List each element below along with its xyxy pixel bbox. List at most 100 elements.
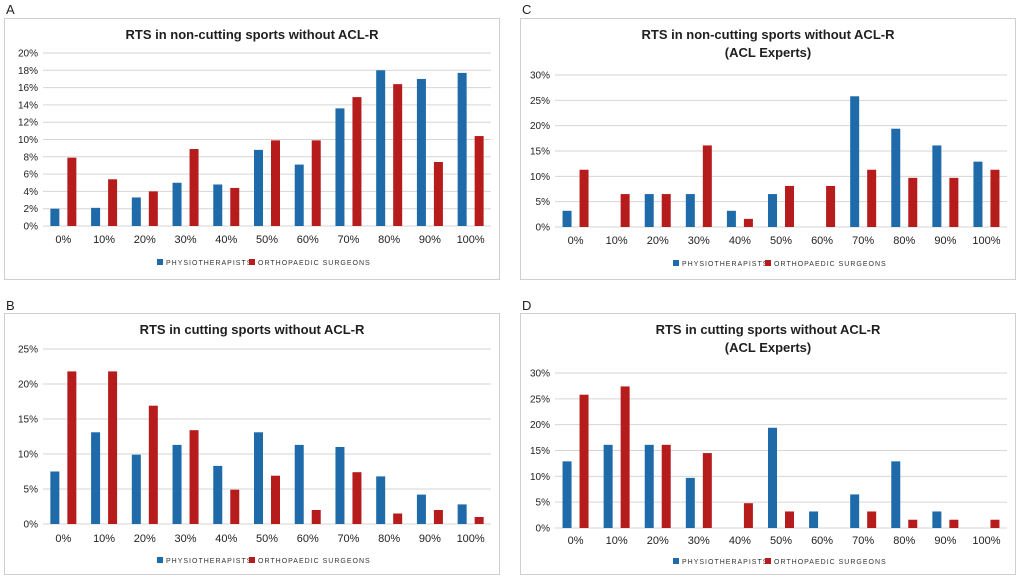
bar-orthopaedic-surgeons (271, 140, 280, 226)
y-tick-label: 4% (24, 187, 39, 198)
bar-orthopaedic-surgeons (189, 430, 199, 524)
legend-label-physiotherapists: PHYSIOTHERAPISTS (166, 558, 252, 565)
bar-orthopaedic-surgeons (661, 444, 671, 528)
bar-physiotherapists (726, 210, 736, 227)
chart-title: (ACL Experts) (725, 45, 811, 60)
bar-physiotherapists (254, 149, 263, 226)
y-tick-label: 15% (530, 147, 550, 158)
bar-orthopaedic-surgeons (148, 191, 158, 226)
y-tick-label: 25% (530, 394, 550, 405)
x-tick-label: 0% (568, 235, 584, 247)
chart-title: (ACL Experts) (725, 340, 811, 355)
bar-physiotherapists (335, 108, 345, 226)
x-tick-label: 90% (934, 535, 956, 547)
legend-swatch-orthopaedic-surgeons (249, 259, 255, 265)
bar-orthopaedic-surgeons (908, 177, 918, 227)
x-tick-label: 70% (852, 535, 874, 547)
bar-orthopaedic-surgeons (743, 218, 753, 227)
x-tick-label: 10% (93, 234, 115, 246)
bar-physiotherapists (562, 461, 572, 528)
chart-svg: RTS in non-cutting sports without ACL-R (… (530, 27, 1007, 268)
bar-physiotherapists (416, 494, 426, 524)
x-tick-label: 100% (972, 535, 1000, 547)
x-tick-label: 100% (457, 234, 485, 246)
x-tick-label: 100% (972, 235, 1000, 247)
x-tick-label: 80% (378, 533, 400, 545)
bar-physiotherapists (50, 471, 60, 524)
y-tick-label: 25% (530, 96, 550, 107)
y-tick-label: 14% (18, 100, 38, 111)
x-tick-label: 40% (215, 533, 237, 545)
x-tick-label: 20% (647, 235, 669, 247)
bar-orthopaedic-surgeons (311, 140, 321, 226)
bar-orthopaedic-surgeons (990, 519, 1000, 528)
bar-orthopaedic-surgeons (867, 169, 877, 227)
bar-orthopaedic-surgeons (311, 510, 321, 524)
x-tick-label: 40% (729, 235, 751, 247)
bar-physiotherapists (644, 444, 654, 528)
chart-panel-a: RTS in non-cutting sports without ACL-R 0… (4, 18, 500, 280)
x-tick-label: 10% (93, 533, 115, 545)
x-tick-label: 0% (55, 533, 71, 545)
bar-physiotherapists (213, 184, 223, 226)
legend-label-orthopaedic-surgeons: ORTHOPAEDIC SURGEONS (258, 260, 371, 267)
bar-physiotherapists (294, 164, 304, 226)
x-tick-label: 80% (893, 535, 915, 547)
y-tick-label: 10% (530, 172, 550, 183)
y-tick-label: 15% (530, 446, 550, 457)
y-tick-label: 30% (530, 369, 550, 380)
bar-orthopaedic-surgeons (908, 519, 918, 528)
bar-orthopaedic-surgeons (474, 136, 484, 226)
bar-orthopaedic-surgeons (949, 519, 959, 528)
legend-label-orthopaedic-surgeons: ORTHOPAEDIC SURGEONS (258, 558, 371, 565)
bar-physiotherapists (213, 465, 223, 524)
legend-swatch-physiotherapists (157, 259, 163, 265)
bar-physiotherapists (254, 432, 263, 524)
y-tick-label: 20% (530, 420, 550, 431)
bar-physiotherapists (891, 461, 901, 528)
bar-orthopaedic-surgeons (579, 394, 589, 528)
y-tick-label: 0% (24, 520, 39, 531)
x-tick-label: 60% (811, 235, 833, 247)
x-tick-label: 70% (337, 533, 359, 545)
bar-physiotherapists (457, 504, 467, 524)
y-tick-label: 10% (18, 450, 38, 461)
bar-orthopaedic-surgeons (579, 169, 589, 227)
legend-label-physiotherapists: PHYSIOTHERAPISTS (166, 260, 252, 267)
bar-physiotherapists (457, 72, 467, 226)
bar-physiotherapists (131, 197, 141, 226)
x-tick-label: 40% (215, 234, 237, 246)
panel-letter-b: B (6, 298, 15, 313)
y-tick-label: 0% (24, 222, 39, 233)
x-tick-label: 90% (419, 234, 441, 246)
y-tick-label: 16% (18, 83, 38, 94)
chart-title: RTS in cutting sports without ACL-R (140, 322, 365, 337)
bar-orthopaedic-surgeons (393, 513, 403, 524)
bar-orthopaedic-surgeons (108, 371, 118, 524)
bar-orthopaedic-surgeons (702, 453, 712, 528)
y-tick-label: 20% (18, 380, 38, 391)
x-tick-label: 10% (606, 535, 628, 547)
bar-orthopaedic-surgeons (271, 475, 280, 524)
chart-panel-b: RTS in cutting sports without ACL-R 0% 5% 1… (4, 313, 500, 575)
y-tick-label: 18% (18, 66, 38, 77)
y-tick-label: 0% (536, 524, 551, 535)
bar-physiotherapists (932, 145, 942, 227)
bar-physiotherapists (376, 70, 386, 226)
bar-physiotherapists (416, 78, 426, 226)
x-tick-label: 10% (606, 235, 628, 247)
x-tick-label: 0% (568, 535, 584, 547)
legend-swatch-physiotherapists (673, 260, 679, 266)
bar-orthopaedic-surgeons (785, 185, 794, 227)
y-tick-label: 5% (536, 498, 551, 509)
bar-physiotherapists (172, 444, 182, 524)
x-tick-label: 80% (893, 235, 915, 247)
bar-orthopaedic-surgeons (189, 149, 199, 226)
bar-physiotherapists (973, 161, 983, 227)
bar-physiotherapists (891, 128, 901, 227)
y-tick-label: 10% (530, 472, 550, 483)
bar-physiotherapists (603, 444, 613, 528)
bar-orthopaedic-surgeons (702, 145, 712, 227)
y-tick-label: 5% (536, 197, 551, 208)
bar-physiotherapists (91, 432, 101, 524)
